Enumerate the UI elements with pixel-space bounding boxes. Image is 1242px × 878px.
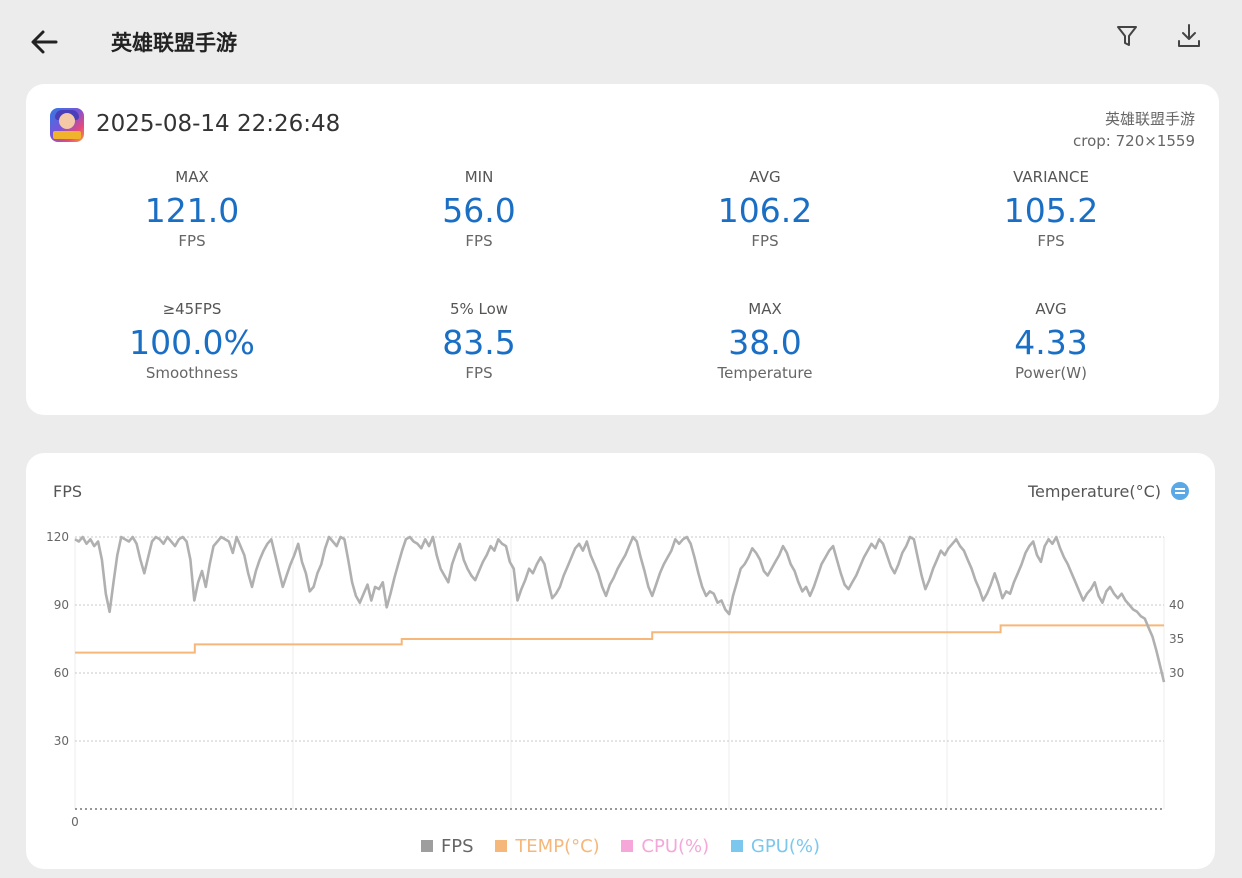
legend-item-fps[interactable]: FPS <box>420 836 474 857</box>
legend-item-gpu[interactable]: GPU(%) <box>730 836 820 857</box>
y-tick-label-90: 90 <box>54 598 69 612</box>
legend-item-cpu[interactable]: CPU(%) <box>621 836 709 857</box>
top-bar: 英雄联盟手游 <box>0 0 1242 84</box>
stat-avg-fps: AVG 106.2 FPS <box>717 168 813 250</box>
session-meta: 英雄联盟手游 crop: 720×1559 <box>1073 108 1195 152</box>
legend-item-temp[interactable]: TEMP(°C) <box>495 836 600 857</box>
y2-tick-label-40: 40 <box>1169 598 1184 612</box>
y-tick-label-120: 120 <box>46 530 69 544</box>
stat-min-fps: MIN 56.0 FPS <box>442 168 516 250</box>
chart-card: FPS Temperature(°C) 30 60 90 120 0 30 35 40 FPS… <box>26 453 1215 869</box>
temp-series-line <box>75 624 1164 654</box>
app-icon <box>50 108 84 142</box>
chart-legend: FPS TEMP(°C) CPU(%) GPU(%) <box>26 836 1215 857</box>
y-tick-label-30: 30 <box>54 734 69 748</box>
page-title: 英雄联盟手游 <box>111 31 237 55</box>
filter-icon[interactable] <box>1113 22 1141 50</box>
stat-5pct-low: 5% Low 83.5 FPS <box>442 300 516 382</box>
stat-max-temperature: MAX 38.0 Temperature <box>717 300 813 382</box>
stat-smoothness: ≥45FPS 100.0% Smoothness <box>129 300 255 382</box>
back-arrow-icon[interactable] <box>26 24 62 60</box>
chart-left-axis-title: FPS <box>53 482 83 501</box>
y2-tick-label-30: 30 <box>1169 666 1184 680</box>
y2-tick-label-35: 35 <box>1169 632 1184 646</box>
stat-max-fps: MAX 121.0 FPS <box>144 168 240 250</box>
fps-temperature-chart: 30 60 90 120 0 30 35 40 <box>46 530 1184 829</box>
stat-variance-fps: VARIANCE 105.2 FPS <box>1003 168 1099 250</box>
session-app-name: 英雄联盟手游 <box>1104 110 1195 128</box>
y-tick-label-60: 60 <box>54 666 69 680</box>
download-icon[interactable] <box>1174 21 1204 51</box>
axis-toggle-icon[interactable] <box>1171 482 1189 500</box>
fps-series-line <box>74 535 1166 683</box>
session-crop: crop: 720×1559 <box>1073 132 1195 150</box>
session-datetime: 2025-08-14 22:26:48 <box>96 111 341 137</box>
summary-card: 2025-08-14 22:26:48 英雄联盟手游 crop: 720×155… <box>26 84 1219 415</box>
stat-avg-power: AVG 4.33 Power(W) <box>1014 300 1088 382</box>
chart-right-axis-title: Temperature(°C) <box>1027 482 1161 501</box>
x-tick-label-0: 0 <box>71 815 79 829</box>
